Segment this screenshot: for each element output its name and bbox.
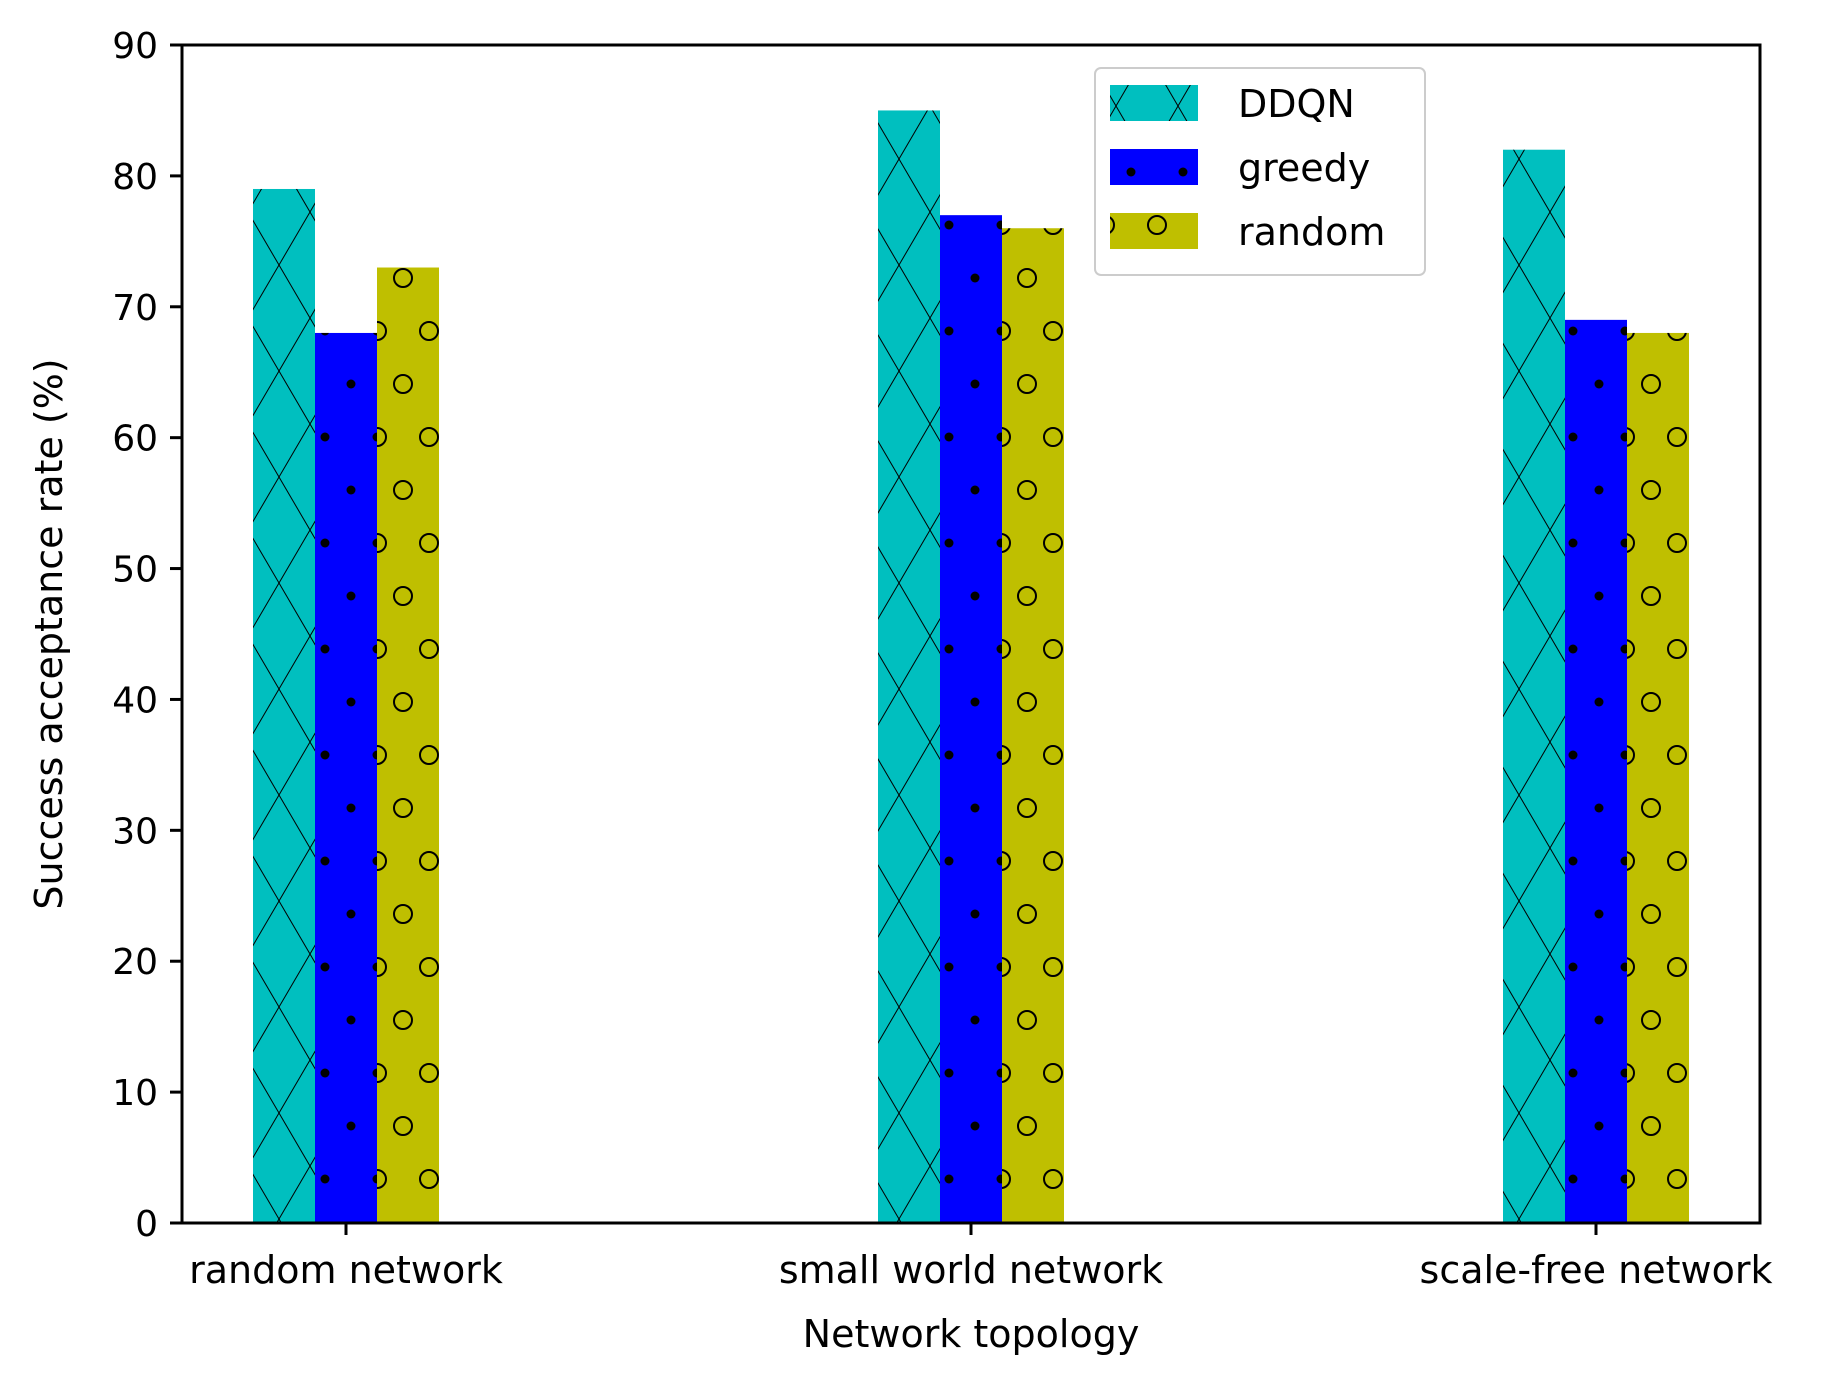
y-tick-label-20: 20: [112, 942, 158, 983]
bar-greedy-random-network-hatch: [315, 332, 377, 1223]
x-axis-label: Network topology: [803, 1312, 1140, 1356]
y-tick-label-30: 30: [112, 811, 158, 852]
y-axis: 0 10 20 30 40 50 60 70 80 90: [112, 26, 182, 1245]
bar-random-scale-free-network-hatch: [1627, 332, 1689, 1223]
bar-random-random-network-hatch: [377, 267, 439, 1223]
legend-label-greedy: greedy: [1238, 146, 1370, 190]
x-tick-label-scale-free-network: scale-free network: [1420, 1248, 1773, 1292]
legend: DDQN greedy random: [1094, 67, 1426, 276]
legend-label-random: random: [1238, 210, 1385, 254]
bar-ddqn-random-network-hatch: [253, 188, 315, 1223]
y-tick-label-80: 80: [112, 157, 158, 198]
bars-layer: [253, 110, 1689, 1224]
legend-label-ddqn: DDQN: [1238, 82, 1355, 126]
bar-ddqn-small-world-network-hatch: [878, 110, 940, 1223]
plot-frame: [180, 43, 1762, 1225]
x-tick-label-small-world-network: small world network: [779, 1248, 1163, 1292]
legend-swatch-hatch-greedy: [1110, 149, 1198, 185]
y-tick-label-70: 70: [112, 288, 158, 329]
legend-swatch-hatch-random: [1110, 213, 1198, 249]
bar-greedy-small-world-network-hatch: [940, 215, 1002, 1224]
bar-greedy-scale-free-network-hatch: [1565, 319, 1627, 1223]
y-axis-label: Success acceptance rate (%): [27, 358, 71, 909]
bar-ddqn-scale-free-network-hatch: [1503, 149, 1565, 1224]
x-tick-label-random-network: random network: [189, 1248, 503, 1292]
y-tick-label-0: 0: [135, 1204, 158, 1245]
y-tick-label-10: 10: [112, 1073, 158, 1114]
legend-swatch-hatch-ddqn: [1110, 85, 1198, 121]
bar-random-small-world-network-hatch: [1002, 228, 1064, 1223]
y-tick-label-50: 50: [112, 550, 158, 591]
y-tick-label-40: 40: [112, 680, 158, 721]
y-tick-label-90: 90: [112, 26, 158, 67]
x-axis: random network small world network scale-f…: [189, 1223, 1772, 1292]
y-tick-label-60: 60: [112, 419, 158, 460]
